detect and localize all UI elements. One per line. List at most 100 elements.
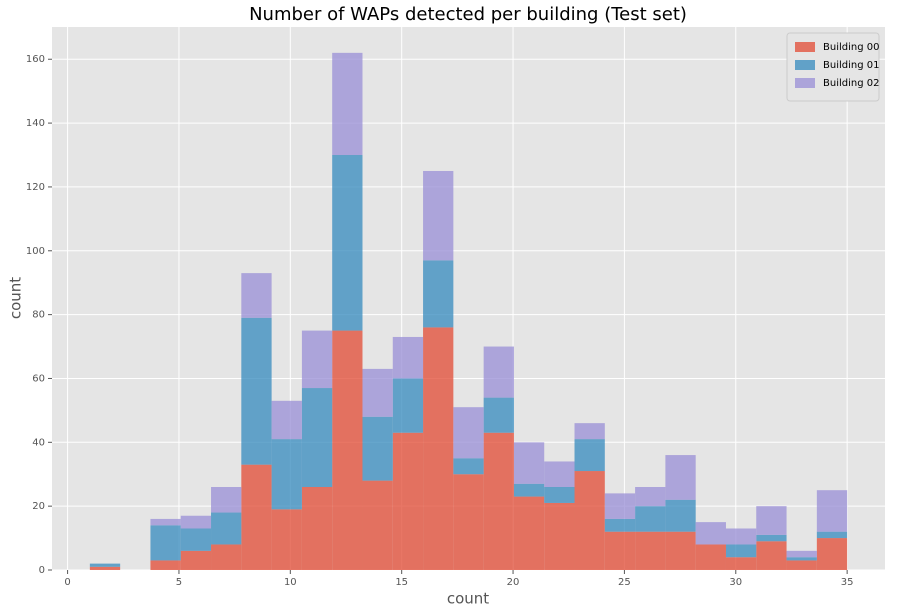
bar-segment [483,346,514,398]
bar-segment [362,480,393,570]
bar-segment [211,487,242,513]
bar-segment [392,336,424,379]
bar-segment [665,499,696,532]
bar-segment [816,490,848,532]
y-tick-label: 160 [26,54,45,65]
legend-label: Building 00 [823,42,879,53]
bar-segment [241,317,272,465]
bar-segment [635,531,666,570]
bar-segment [635,506,666,532]
bar-segment [180,550,212,570]
bar-segment [544,461,575,488]
bar-segment [180,528,212,551]
bar-segment [665,531,696,570]
y-tick-label: 60 [32,373,45,384]
bar-segment [756,541,787,570]
bar-segment [483,397,514,433]
legend-swatch [795,60,815,70]
x-tick-label: 20 [507,577,520,588]
bar-segment [180,515,212,529]
bar-segment [89,563,121,567]
bar-segment [695,544,726,570]
bar-segment [150,560,181,570]
bar-segment [332,155,363,331]
legend-swatch [795,42,815,52]
x-tick-label: 5 [176,577,182,588]
y-tick-label: 20 [32,501,45,512]
bar-segment [786,560,817,570]
bar-segment [725,528,757,545]
bar-segment [301,330,333,389]
bar-segment [423,260,454,328]
legend-label: Building 01 [823,60,879,71]
bar-segment [453,474,484,570]
bar-segment [453,458,484,475]
bar-segment [483,432,514,570]
y-tick-label: 120 [26,182,45,193]
legend-label: Building 02 [823,78,879,89]
x-tick-label: 30 [729,577,742,588]
bar-segment [392,378,424,433]
bar-segment [332,330,363,570]
y-tick-label: 0 [39,565,45,576]
bar-segment [271,400,302,440]
bar-segment [574,423,605,440]
bar-segment [725,544,757,558]
bar-segment [544,487,575,503]
bar-segment [513,496,545,570]
bar-segment [544,502,575,570]
bar-segment [211,512,242,545]
x-tick-label: 10 [284,577,297,588]
bar-segment [816,538,848,570]
bar-segment [423,327,454,570]
bar-segment [756,506,787,535]
bar-segment [332,52,363,156]
bar-segment [271,439,302,510]
x-tick-label: 25 [618,577,631,588]
bar-segment [241,273,272,318]
bar-segment [241,464,272,570]
x-tick-label: 15 [395,577,408,588]
bar-segment [392,432,424,570]
bar-segment [362,368,393,417]
bar-segment [665,455,696,500]
bars [89,52,848,570]
y-tick-label: 40 [32,437,45,448]
bar-segment [725,557,757,570]
bar-segment [574,439,605,472]
y-axis-label: count [7,277,25,319]
bar-segment [756,534,787,542]
bar-segment [301,388,333,488]
bar-segment [635,487,666,507]
bar-segment [786,557,817,561]
bar-segment [816,531,848,539]
ticks: 0 20 40 60 80 100 120 140 160 0 5 10 15 20 25 30 35 [26,54,854,588]
bar-segment [301,487,333,570]
legend-swatch [795,78,815,88]
x-tick-label: 35 [841,577,854,588]
bar-segment [211,544,242,570]
x-axis-label: count [447,590,489,608]
bar-segment [695,522,726,545]
legend: Building 00 Building 01 Building 02 [786,32,880,102]
bar-segment [513,483,545,497]
bar-segment [786,550,817,558]
bar-segment [150,518,181,526]
bar-segment [150,525,181,561]
bar-segment [513,442,545,484]
bar-segment [423,170,454,261]
bar-segment [89,566,121,570]
bar-segment [604,493,636,519]
y-tick-label: 100 [26,246,45,257]
bar-segment [604,518,636,532]
y-tick-label: 140 [26,118,45,129]
x-tick-label: 0 [64,577,70,588]
bar-segment [362,416,393,481]
bar-segment [604,531,636,570]
bar-segment [574,471,605,570]
chart-title: Number of WAPs detected per building (Te… [249,4,687,25]
y-tick-label: 80 [32,310,45,321]
bar-segment [271,509,302,570]
